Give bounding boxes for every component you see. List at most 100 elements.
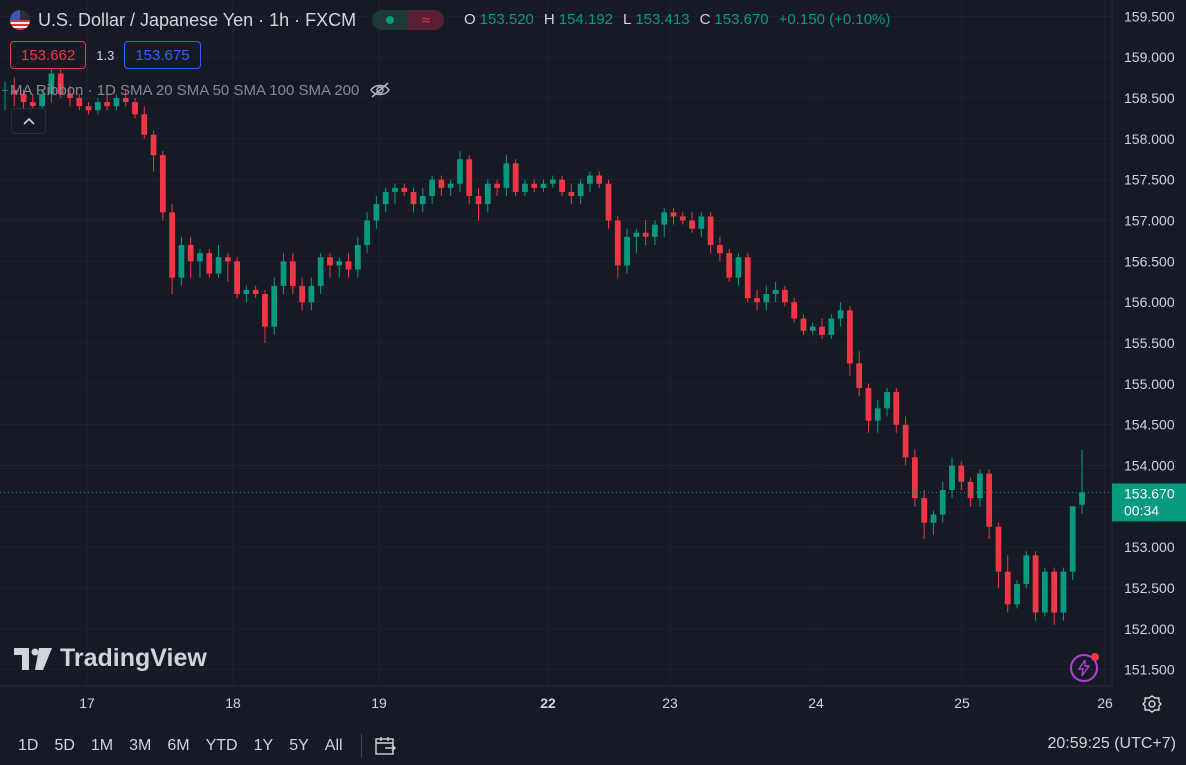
x-tick-label: 23: [662, 695, 678, 711]
candle-body: [438, 179, 445, 188]
settings-gear-icon[interactable]: [1140, 692, 1164, 716]
candle-body: [503, 163, 510, 188]
go-to-date-calendar-icon[interactable]: [372, 733, 398, 759]
price-axis: 151.500152.000152.500153.000153.500154.0…: [1124, 8, 1175, 677]
candle-body: [847, 310, 853, 364]
candle-body: [262, 294, 268, 327]
candle-body: [447, 183, 454, 188]
y-tick-label: 159.000: [1124, 49, 1175, 65]
candle-body: [57, 73, 64, 94]
wave-icon: ≈: [408, 10, 445, 30]
candle-body: [1041, 571, 1048, 613]
candle-body: [568, 191, 575, 196]
x-tick-label: 17: [79, 695, 95, 711]
y-tick-label: 159.500: [1124, 8, 1175, 24]
timezone-clock[interactable]: 20:59:25 (UTC+7): [1047, 735, 1176, 752]
candle-body: [215, 257, 222, 274]
usd-flag-icon: [10, 10, 30, 30]
candle-body: [243, 289, 250, 294]
range-1y[interactable]: 1Y: [253, 737, 274, 754]
candle-body: [327, 257, 333, 266]
candle-body: [122, 98, 129, 103]
candle-body: [921, 498, 928, 523]
range-5y[interactable]: 5Y: [289, 737, 309, 754]
symbol-title[interactable]: U.S. Dollar / Japanese Yen · 1h · FXCM: [38, 9, 357, 30]
bolt-glyph-icon: [1078, 660, 1090, 676]
candle-body: [373, 204, 380, 221]
candle-body: [20, 93, 27, 103]
y-tick-label: 156.000: [1124, 294, 1175, 310]
candle-body: [540, 183, 547, 188]
candle-body: [429, 179, 435, 196]
range-1d[interactable]: 1D: [18, 737, 39, 754]
range-ytd[interactable]: YTD: [205, 737, 238, 754]
candle-body: [754, 298, 760, 303]
candle-body: [958, 465, 965, 482]
candle-body: [549, 179, 556, 184]
candle-body: [1060, 571, 1067, 613]
buy-button[interactable]: 153.675: [124, 41, 201, 69]
candle-body: [354, 245, 361, 270]
lightning-icon[interactable]: [1070, 653, 1099, 682]
candle-body: [596, 175, 603, 184]
trade-buttons: 153.662 1.3 153.675: [10, 41, 201, 69]
tradingview-mark-icon: [14, 647, 52, 670]
x-tick-label: 22: [540, 695, 556, 711]
candle-body: [67, 93, 73, 98]
candle-body: [1069, 506, 1076, 572]
candle-body: [280, 261, 287, 286]
low-value: 153.413: [635, 11, 690, 28]
candle-body: [159, 155, 166, 213]
y-tick-label: 154.500: [1124, 417, 1175, 433]
x-tick-label: 26: [1097, 695, 1113, 711]
price-chart[interactable]: 151.500152.000152.500153.000153.500154.0…: [0, 0, 1186, 727]
tradingview-logo[interactable]: TradingView: [14, 644, 207, 673]
candle-body: [382, 191, 389, 205]
candle-body: [819, 326, 825, 335]
candle-body: [187, 245, 194, 262]
candle-body: [457, 159, 463, 184]
high-value: 154.192: [558, 11, 613, 28]
x-tick-label: 18: [225, 695, 241, 711]
candle-body: [1051, 571, 1058, 613]
y-tick-label: 152.000: [1124, 621, 1175, 637]
candle-body: [707, 216, 714, 245]
bottom-toolbar: 1D 5D 1M 3M 6M YTD 1Y 5Y All: [0, 727, 1186, 765]
candle-body: [679, 216, 686, 221]
sell-button[interactable]: 153.662: [10, 41, 87, 69]
high-key: H: [543, 11, 555, 28]
candle-body: [939, 490, 946, 515]
symbol-header[interactable]: U.S. Dollar / Japanese Yen · 1h · FXCM ≈: [10, 7, 445, 33]
range-6m[interactable]: 6M: [167, 737, 190, 754]
candle-body: [976, 473, 983, 499]
market-status-badge[interactable]: ≈: [372, 10, 445, 30]
indicator-label: MA Ribbon · 1D SMA 20 SMA 50 SMA 100 SMA…: [10, 81, 360, 99]
spread-value: 1.3: [96, 47, 115, 63]
candle-body: [252, 289, 259, 294]
candle-body: [94, 102, 101, 111]
candle-body: [1004, 571, 1011, 605]
candle-body: [39, 93, 46, 107]
candle-body: [271, 285, 278, 327]
candle-body: [717, 245, 723, 254]
candle-body: [466, 159, 473, 196]
y-tick-label: 157.000: [1124, 213, 1175, 229]
candle-body: [633, 232, 640, 237]
candle-body: [113, 98, 120, 107]
logo-text: TradingView: [60, 644, 207, 672]
y-tick-label: 153.000: [1124, 539, 1175, 555]
y-tick-label: 155.000: [1124, 376, 1175, 392]
candle-series: [2, 69, 1085, 625]
range-3m[interactable]: 3M: [129, 737, 152, 754]
range-1m[interactable]: 1M: [90, 737, 114, 754]
collapse-legend-button[interactable]: [11, 108, 46, 134]
eye-hidden-icon[interactable]: [369, 81, 391, 99]
candle-body: [642, 232, 649, 237]
range-all[interactable]: All: [324, 737, 343, 754]
candle-body: [772, 289, 779, 294]
candle-body: [930, 514, 937, 523]
indicator-legend[interactable]: MA Ribbon · 1D SMA 20 SMA 50 SMA 100 SMA…: [10, 81, 391, 99]
market-open-dot-icon: [372, 10, 408, 30]
range-5d[interactable]: 5D: [54, 737, 75, 754]
candle-body: [670, 212, 677, 217]
